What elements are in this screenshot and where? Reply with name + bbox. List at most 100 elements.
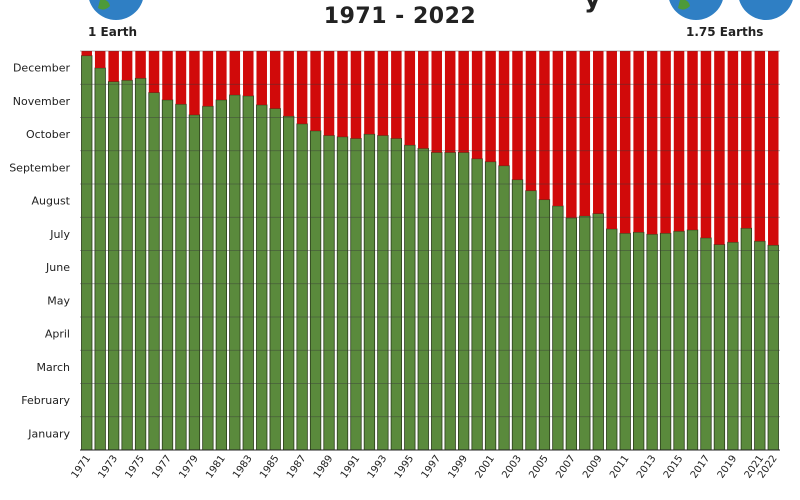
x-tick-label: 2017 <box>689 453 713 480</box>
y-tick-label: August <box>32 195 71 208</box>
overshoot-bar <box>673 51 685 232</box>
overshoot-bar <box>202 51 214 107</box>
biocapacity-bar <box>713 244 726 451</box>
earth-globe-icon <box>669 0 723 20</box>
biocapacity-bar <box>498 165 510 451</box>
biocapacity-bar <box>511 179 524 451</box>
overshoot-bar <box>243 51 254 96</box>
overshoot-bar <box>579 51 591 216</box>
x-tick-label: 1973 <box>97 453 121 480</box>
biocapacity-bar <box>108 81 120 451</box>
biocapacity-bar <box>404 144 416 451</box>
x-tick-label: 1975 <box>123 453 147 480</box>
overshoot-bar <box>283 51 294 117</box>
overshoot-bar <box>162 51 173 100</box>
x-tick-label: 2007 <box>554 453 578 480</box>
x-tick-label: 2013 <box>635 453 659 480</box>
biocapacity-bar <box>175 103 187 451</box>
x-tick-label: 1991 <box>339 453 363 480</box>
x-tick-label: 2019 <box>716 453 740 480</box>
overshoot-bar <box>391 51 402 139</box>
x-tick-label: 2015 <box>662 453 686 480</box>
overshoot-bar <box>229 51 241 95</box>
biocapacity-bar <box>283 115 295 451</box>
chart-title-fragment: y <box>584 0 601 14</box>
overshoot-bar <box>377 51 389 136</box>
x-tick-label: 1999 <box>447 453 471 480</box>
x-tick-label: 1987 <box>285 453 309 480</box>
biocapacity-bar <box>215 99 227 451</box>
biocapacity-bar <box>323 135 335 451</box>
biocapacity-bar <box>727 241 739 451</box>
overshoot-bar <box>323 51 335 136</box>
x-tick-label: 1989 <box>312 453 336 480</box>
x-tick-label: 1993 <box>366 453 390 480</box>
overshoot-bar <box>296 51 308 124</box>
overshoot-bar <box>593 51 604 214</box>
overshoot-bar <box>727 51 739 243</box>
biocapacity-bar <box>81 55 93 451</box>
overshoot-bar <box>350 51 362 139</box>
overshoot-bar <box>552 51 564 206</box>
right-earth-label: 1.75 Earths <box>686 25 764 39</box>
y-tick-label: June <box>45 261 70 274</box>
y-tick-label: February <box>21 394 70 407</box>
biocapacity-bar <box>484 161 497 451</box>
y-tick-label: April <box>45 328 70 341</box>
overshoot-bar <box>148 51 160 93</box>
y-tick-label: July <box>49 228 70 241</box>
x-tick-label: 1971 <box>70 453 94 480</box>
biocapacity-bar <box>700 237 712 451</box>
biocapacity-bar <box>579 215 591 451</box>
biocapacity-bar <box>431 152 443 451</box>
biocapacity-bar <box>444 152 456 451</box>
overshoot-bar <box>646 51 658 235</box>
overshoot-bar <box>189 51 200 115</box>
x-tick-label: 1979 <box>177 453 201 480</box>
x-tick-label: 2011 <box>608 453 632 480</box>
biocapacity-bar <box>458 152 470 451</box>
y-tick-label: December <box>13 62 71 75</box>
overshoot-bar <box>687 51 698 230</box>
overshoot-bar <box>175 51 187 105</box>
biocapacity-bar <box>161 99 174 451</box>
overshoot-bar <box>741 51 752 229</box>
overshoot-bar <box>310 51 321 131</box>
x-tick-label: 1981 <box>204 453 228 480</box>
biocapacity-bar <box>525 190 537 451</box>
x-tick-label: 2001 <box>473 453 497 480</box>
biocapacity-bar <box>94 67 106 451</box>
biocapacity-bar <box>552 205 564 451</box>
biocapacity-bar <box>148 92 160 451</box>
y-tick-label: May <box>47 294 70 307</box>
overshoot-bar <box>754 51 766 242</box>
biocapacity-bar <box>256 104 268 451</box>
overshoot-bar <box>619 51 631 234</box>
x-tick-label: 1995 <box>393 453 417 480</box>
biocapacity-bar <box>538 199 551 451</box>
biocapacity-bar <box>309 130 322 451</box>
chart-subtitle: 1971 - 2022 <box>323 4 477 29</box>
overshoot-bar <box>256 51 267 105</box>
overshoot-bar <box>633 51 644 233</box>
x-tick-label: 2009 <box>581 453 605 480</box>
x-tick-label: 1985 <box>258 453 282 480</box>
x-tick-label: 1977 <box>150 453 174 480</box>
x-tick-label: 2005 <box>527 453 551 480</box>
y-tick-label: November <box>13 95 71 108</box>
biocapacity-bar <box>619 232 631 451</box>
overshoot-bar <box>700 51 712 238</box>
x-tick-label: 2003 <box>500 453 524 480</box>
overshoot-bar <box>512 51 523 180</box>
overshoot-bar <box>660 51 671 234</box>
overshoot-bar <box>94 51 106 68</box>
biocapacity-bar <box>471 158 483 451</box>
biocapacity-bar <box>229 94 241 451</box>
biocapacity-bar <box>269 108 281 451</box>
biocapacity-bar <box>188 114 201 451</box>
biocapacity-bar <box>646 233 658 451</box>
biocapacity-bar <box>134 77 147 451</box>
overshoot-bar <box>525 51 537 191</box>
biocapacity-bar <box>659 232 672 451</box>
